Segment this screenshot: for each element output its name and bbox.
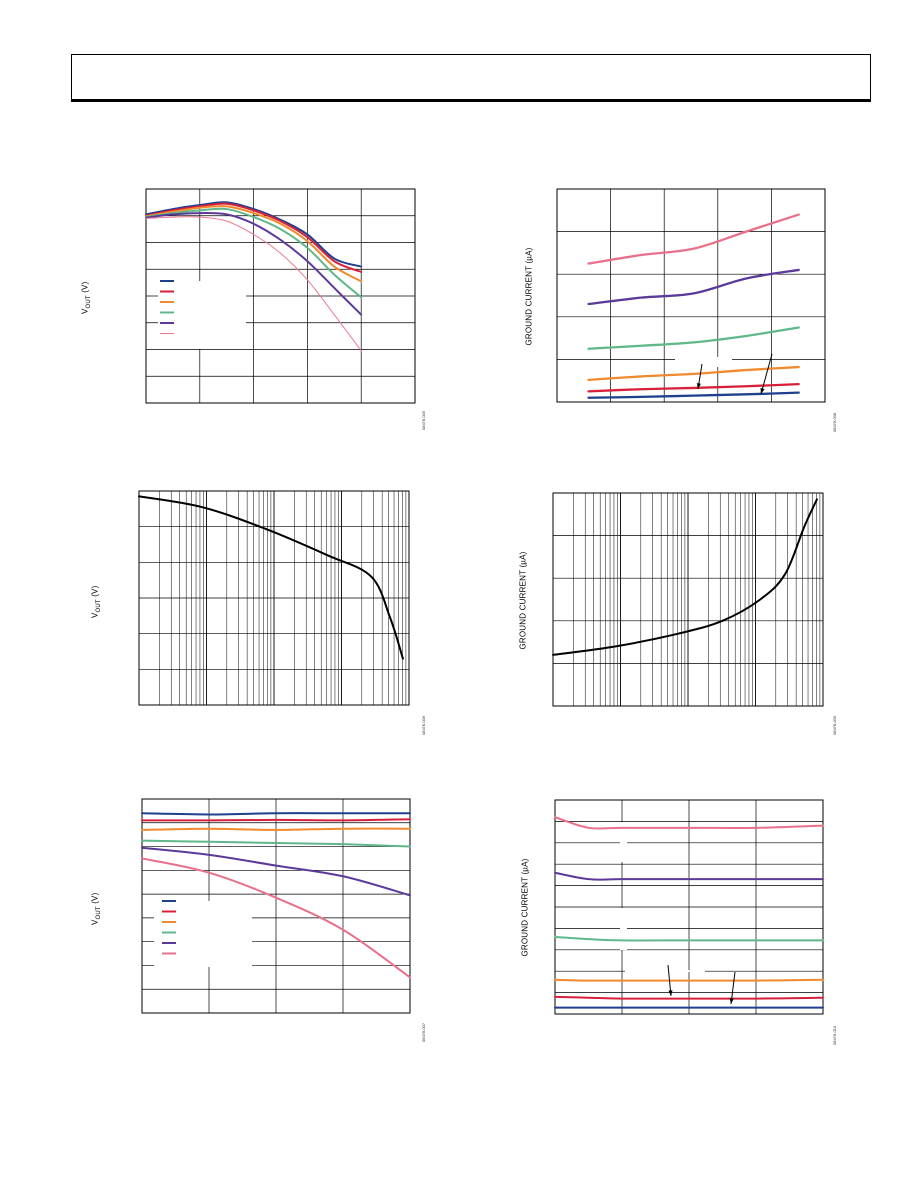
series-line — [145, 207, 363, 299]
series-line — [554, 935, 824, 942]
grid — [139, 491, 409, 705]
chart-ground-current-3: GROUND CURRENT (µA) 08478-010 — [520, 799, 837, 1045]
series-line — [554, 816, 824, 830]
series-line — [554, 978, 824, 982]
series-line — [145, 201, 363, 268]
plot-area — [141, 798, 411, 1014]
y-axis-label: GROUND CURRENT (µA) — [520, 858, 530, 957]
series-line — [145, 202, 363, 273]
arrow-head — [696, 383, 701, 389]
series-line — [141, 827, 411, 831]
series-line — [145, 205, 363, 283]
series-line — [587, 268, 800, 306]
series-line — [141, 846, 411, 897]
series-line — [587, 365, 800, 381]
series-line — [587, 213, 800, 265]
label-box — [620, 822, 627, 862]
plot-frame — [552, 492, 824, 707]
series-line — [141, 839, 411, 848]
plot-frame — [141, 798, 411, 1014]
arrow-head — [729, 998, 734, 1004]
arrow-head — [668, 990, 673, 996]
plot-area — [554, 799, 824, 1015]
series-line — [138, 495, 404, 660]
plot-area — [552, 492, 824, 707]
page-header-box — [71, 54, 871, 102]
series-line — [587, 391, 800, 399]
plot-area — [145, 188, 416, 404]
plot-frame — [145, 188, 416, 404]
series-line — [554, 871, 824, 881]
series-line — [145, 212, 363, 316]
series-line — [141, 812, 411, 816]
plot-area — [138, 490, 410, 706]
label-box — [620, 908, 627, 950]
plot-frame — [554, 799, 824, 1015]
series-line — [145, 216, 362, 352]
grid — [553, 493, 823, 706]
label-box — [625, 970, 705, 972]
chart-vout-1: VOUT (V) 08478-005 — [0, 0, 459, 440]
label-box — [675, 357, 732, 367]
chart-ground-current-2: GROUND CURRENT (µA) 08478-009 — [519, 492, 837, 735]
annotation-arrow — [760, 353, 773, 395]
chart-ground-current-1: GROUND CURRENT (µA) 08478-008 — [0, 0, 918, 440]
arrow-head — [760, 388, 765, 394]
series-line — [141, 818, 411, 822]
series-line — [552, 498, 818, 656]
series-line — [554, 995, 824, 1000]
chart-vout-2: VOUT (V) 08478-006 — [0, 0, 459, 760]
plot-area — [556, 188, 826, 403]
chart-vout-3: VOUT (V) 08478-007 — [0, 0, 459, 1080]
plot-frame — [556, 188, 826, 403]
grid — [555, 800, 823, 1014]
series-line — [141, 857, 411, 979]
figure-id: 08478-010 — [832, 1025, 837, 1045]
series-line — [587, 326, 800, 350]
plot-frame — [138, 490, 410, 706]
